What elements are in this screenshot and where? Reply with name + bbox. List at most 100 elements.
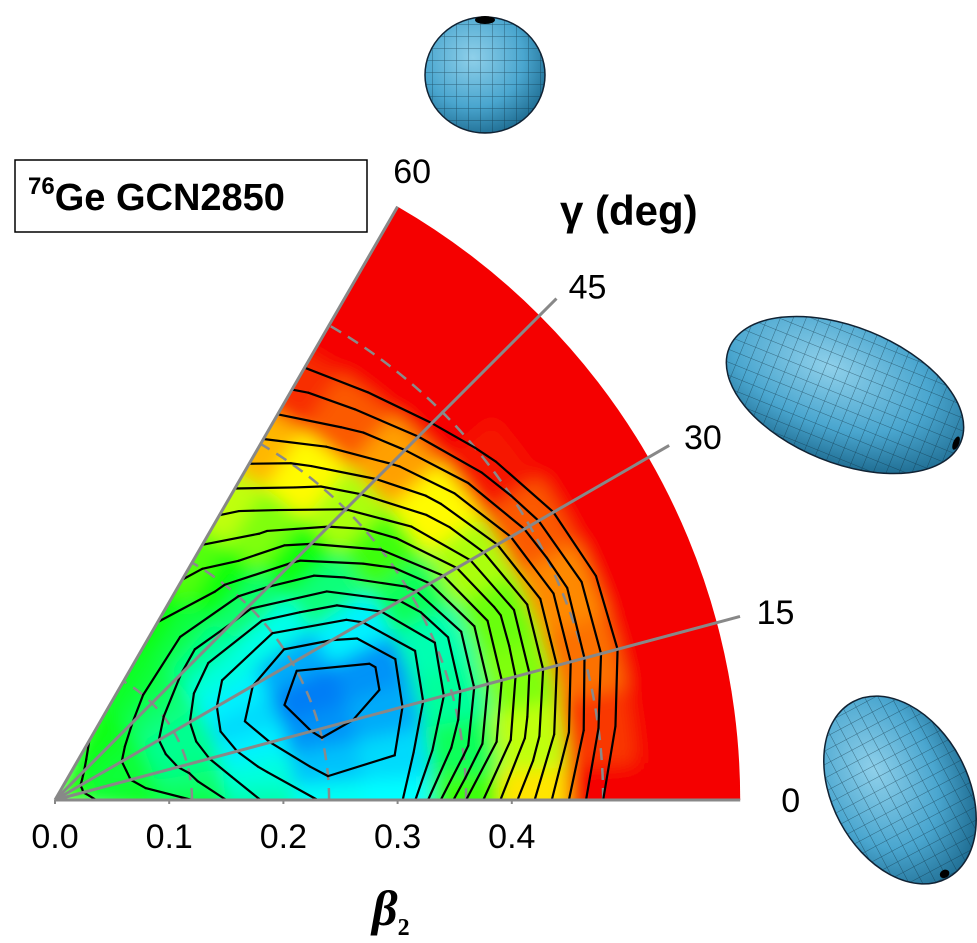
contour-line [414,749,434,802]
oblate-shape [424,16,546,134]
contour-line [237,585,270,598]
contour-line [125,769,132,781]
contour-line [188,772,199,783]
contour-line [188,721,198,743]
contour-line [469,559,516,611]
contour-line [374,666,381,691]
contour-line [310,464,378,481]
contour-line [256,765,269,774]
gamma-ray [53,205,399,801]
contour-line [450,718,460,749]
contour-line [368,662,377,669]
contour-line [120,760,128,772]
contour-line [303,366,369,394]
contour-line [237,508,279,513]
contour-line [298,604,339,614]
contour-line [218,509,241,517]
contour-line [362,527,398,540]
contour-line [380,548,445,577]
contour-line [467,686,476,747]
prolate-shape [823,695,977,885]
beta-tick-label: 0.2 [260,818,307,856]
contour-line [597,652,603,730]
contour-line [162,672,183,718]
contour-line [356,637,397,661]
contour-line [494,460,555,514]
contour-line [249,590,328,610]
contour-line [393,705,404,757]
contour-line [282,639,334,651]
contour-line [271,618,348,635]
contour-line [179,595,240,639]
contour-line [495,679,503,743]
gamma-tick-label: 0 [781,782,800,820]
contour-line [538,668,545,738]
contour-line [276,413,343,429]
contour-line [243,720,272,744]
contour-line [326,754,396,778]
contour-line [237,544,286,562]
contour-line [307,391,356,411]
contour-line [403,448,470,485]
contour-line [457,690,462,721]
contour-line [401,751,415,802]
contour-line [552,511,598,578]
contour-line [439,754,465,802]
title-text: Ge GCN2850 [55,177,285,219]
title: 76Ge GCN2850 [28,173,285,219]
contour-line [395,537,458,570]
gamma-ray [53,297,558,802]
contour-line [157,715,165,742]
contour-line [433,641,445,697]
beta-tick-label: 0.3 [374,818,421,856]
contour-line [181,567,204,581]
contour-line [295,662,371,672]
contour-line [201,559,240,570]
gamma-tick-label: 15 [757,594,795,632]
contour-line [550,731,571,802]
contour-line [220,632,274,682]
contour-line [417,435,483,474]
contour-line [455,566,496,608]
contour-line [594,574,619,651]
contour-line [283,703,313,733]
contour-line [398,599,422,614]
contour-line [482,738,512,802]
contour-line [251,648,286,687]
contour-line [361,562,396,569]
contour-line [531,735,541,762]
contour-line [262,437,328,448]
contour-line [424,494,443,505]
contour-line [412,700,425,754]
contour-line [523,527,548,559]
contour-line [567,660,572,734]
contour-line [156,590,216,624]
contour-line [499,614,511,647]
contour-line [566,586,586,660]
contour-line [361,621,417,652]
contour-line [394,657,404,708]
beta-tick-label: 0.1 [146,818,193,856]
contour-line [508,644,517,678]
contour-line [258,529,269,535]
contour-line [269,741,311,768]
contour-line [539,597,559,667]
contour-line [248,462,292,465]
contour-line [325,590,402,602]
contour-line [208,757,233,778]
contour-line [415,590,463,633]
contour-line [499,737,526,802]
energy-cell [692,651,741,759]
contour-line [509,675,517,742]
contour-line [196,780,228,802]
contour-line [353,408,420,438]
contour-line [496,543,542,601]
contour-line [512,608,531,675]
contour-line [120,745,126,763]
energy-cell [631,756,707,801]
contour-line [283,669,298,707]
contour-line [553,664,559,736]
contour-line [526,671,531,718]
contour-line [552,592,572,663]
title-box: 76Ge GCN2850 [14,159,368,233]
